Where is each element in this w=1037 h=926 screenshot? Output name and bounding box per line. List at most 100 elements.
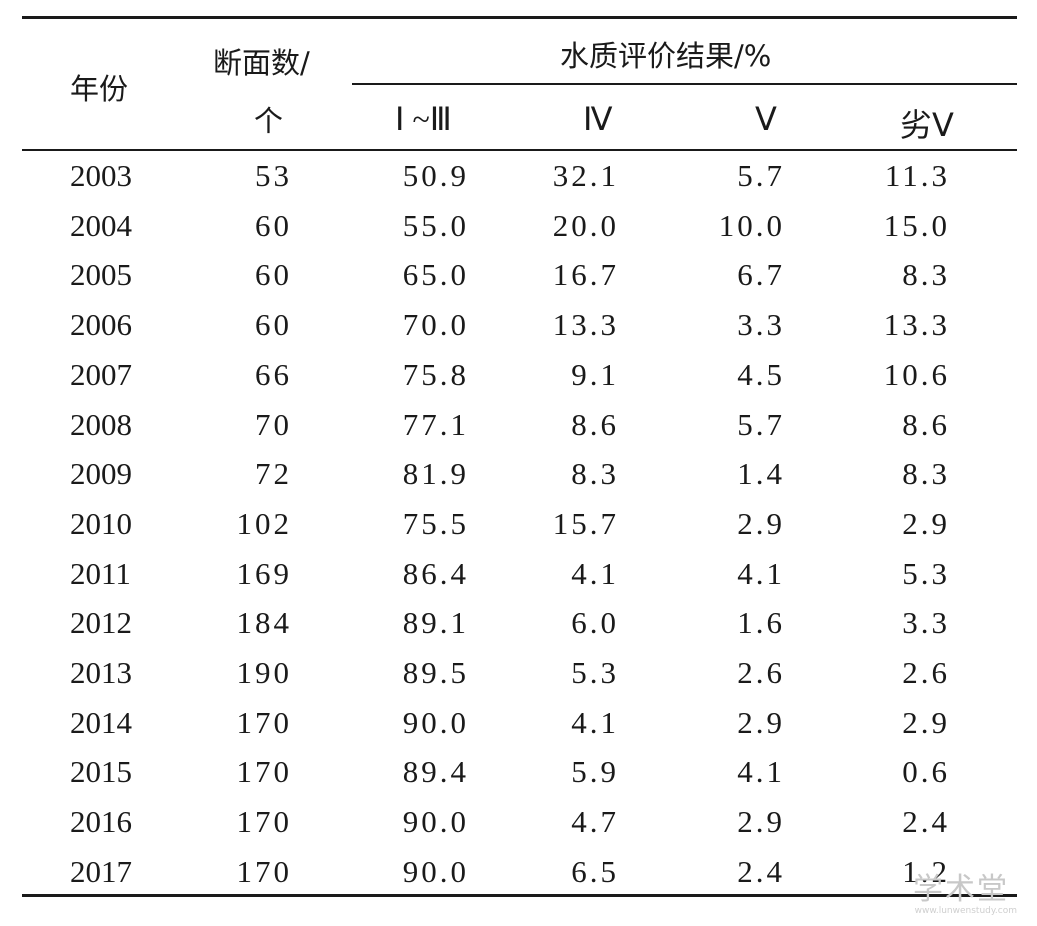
class-4-cell: 6.0 <box>571 605 619 641</box>
class-5-cell: 4.1 <box>737 754 785 790</box>
class-5-cell: 5.7 <box>737 406 785 442</box>
bottom-rule <box>22 894 1017 897</box>
year-cell: 2016 <box>70 804 132 840</box>
class-1-3-cell: 86.4 <box>402 555 469 591</box>
class-1-3-cell: 90.0 <box>402 853 469 889</box>
class-header-1-3: Ⅰ ~Ⅲ <box>395 101 452 137</box>
class-4-cell: 13.3 <box>552 307 619 343</box>
year-cell: 2010 <box>70 505 132 541</box>
class-5-cell: 2.4 <box>737 853 785 889</box>
class-5-cell: 4.5 <box>737 356 785 392</box>
class-1-3-cell: 81.9 <box>402 456 469 492</box>
year-cell: 2006 <box>70 307 132 343</box>
year-cell: 2003 <box>70 158 132 193</box>
watermark-logo: 学术堂 <box>913 872 1009 907</box>
class-5-cell: 1.4 <box>737 456 785 492</box>
class-worse-5-cell: 2.9 <box>902 505 950 541</box>
class-5-cell: 6.7 <box>737 257 785 293</box>
year-cell: 2014 <box>70 704 132 740</box>
sections-cell: 170 <box>236 704 292 740</box>
year-cell: 2017 <box>70 853 132 889</box>
class-header-5: Ⅴ <box>755 101 777 137</box>
year-cell: 2004 <box>70 207 132 243</box>
class-4-cell: 5.3 <box>571 655 619 690</box>
header-rule <box>22 149 1017 151</box>
year-cell: 2009 <box>70 456 132 492</box>
top-rule <box>22 16 1017 19</box>
year-header: 年份 <box>70 72 129 106</box>
class-4-cell: 32.1 <box>552 158 619 193</box>
class-1-3-cell: 77.1 <box>402 406 469 442</box>
class-worse-5-cell: 15.0 <box>883 207 950 243</box>
sections-cell: 60 <box>255 207 292 243</box>
sections-cell: 70 <box>255 406 292 442</box>
class-worse-5-cell: 10.6 <box>883 356 950 392</box>
class-4-cell: 15.7 <box>552 505 619 541</box>
class-1-3-cell: 75.8 <box>402 356 469 392</box>
sections-header-bottom: 个 <box>254 104 284 138</box>
class-worse-5-cell: 2.6 <box>902 655 950 690</box>
class-4-cell: 4.1 <box>571 555 619 591</box>
class-4-cell: 8.6 <box>571 406 619 442</box>
class-4-cell: 16.7 <box>552 257 619 293</box>
sections-cell: 170 <box>236 853 292 889</box>
class-5-cell: 3.3 <box>737 307 785 343</box>
sections-cell: 72 <box>255 456 292 492</box>
class-1-3-cell: 75.5 <box>402 505 469 541</box>
class-1-3-cell: 90.0 <box>402 804 469 840</box>
year-cell: 2007 <box>70 356 132 392</box>
class-worse-5-cell: 3.3 <box>902 605 950 641</box>
class-4-cell: 8.3 <box>571 456 619 492</box>
class-5-cell: 5.7 <box>737 158 785 193</box>
class-1-3-cell: 55.0 <box>402 207 469 243</box>
group-underline <box>352 83 1017 85</box>
class-4-cell: 20.0 <box>552 207 619 243</box>
year-cell: 2012 <box>70 605 132 641</box>
class-1-3-cell: 50.9 <box>402 158 469 193</box>
sections-cell: 53 <box>255 158 292 193</box>
class-worse-5-cell: 5.3 <box>902 555 950 591</box>
year-cell: 2008 <box>70 406 132 442</box>
class-header-4: Ⅳ <box>583 101 613 137</box>
sections-header-top: 断面数/ <box>213 46 310 80</box>
class-worse-5-cell: 8.3 <box>902 456 950 492</box>
class-worse-5-cell: 1.2 <box>902 853 950 889</box>
sections-cell: 190 <box>236 655 292 690</box>
year-cell: 2015 <box>70 754 132 790</box>
sections-cell: 170 <box>236 754 292 790</box>
class-1-3-cell: 65.0 <box>402 257 469 293</box>
sections-cell: 170 <box>236 804 292 840</box>
year-cell: 2011 <box>70 555 131 591</box>
class-worse-5-cell: 8.6 <box>902 406 950 442</box>
class-4-cell: 4.7 <box>571 804 619 840</box>
class-worse-5-cell: 13.3 <box>883 307 950 343</box>
class-1-3-cell: 90.0 <box>402 704 469 740</box>
class-5-cell: 2.9 <box>737 505 785 541</box>
class-1-3-cell: 89.4 <box>402 754 469 790</box>
sections-cell: 102 <box>236 505 292 541</box>
water-quality-group-header: 水质评价结果/% <box>560 39 772 73</box>
class-worse-5-cell: 0.6 <box>902 754 950 790</box>
year-cell: 2005 <box>70 257 132 293</box>
class-worse-5-cell: 2.4 <box>902 804 950 840</box>
class-4-cell: 5.9 <box>571 754 619 790</box>
class-5-cell: 2.9 <box>737 704 785 740</box>
class-worse-5-cell: 8.3 <box>902 257 950 293</box>
class-5-cell: 10.0 <box>718 207 785 243</box>
class-5-cell: 2.6 <box>737 655 785 690</box>
class-5-cell: 4.1 <box>737 555 785 591</box>
class-1-3-cell: 89.1 <box>402 605 469 641</box>
class-1-3-cell: 89.5 <box>402 655 469 690</box>
year-cell: 2013 <box>70 655 132 690</box>
class-4-cell: 6.5 <box>571 853 619 889</box>
sections-cell: 184 <box>236 605 292 641</box>
sections-cell: 60 <box>255 257 292 293</box>
watermark-url: www.lunwenstudy.com <box>914 906 1017 916</box>
class-4-cell: 9.1 <box>571 356 619 392</box>
class-4-cell: 4.1 <box>571 704 619 740</box>
class-1-3-cell: 70.0 <box>402 307 469 343</box>
class-worse-5-cell: 11.3 <box>884 158 950 193</box>
sections-cell: 60 <box>255 307 292 343</box>
class-5-cell: 2.9 <box>737 804 785 840</box>
